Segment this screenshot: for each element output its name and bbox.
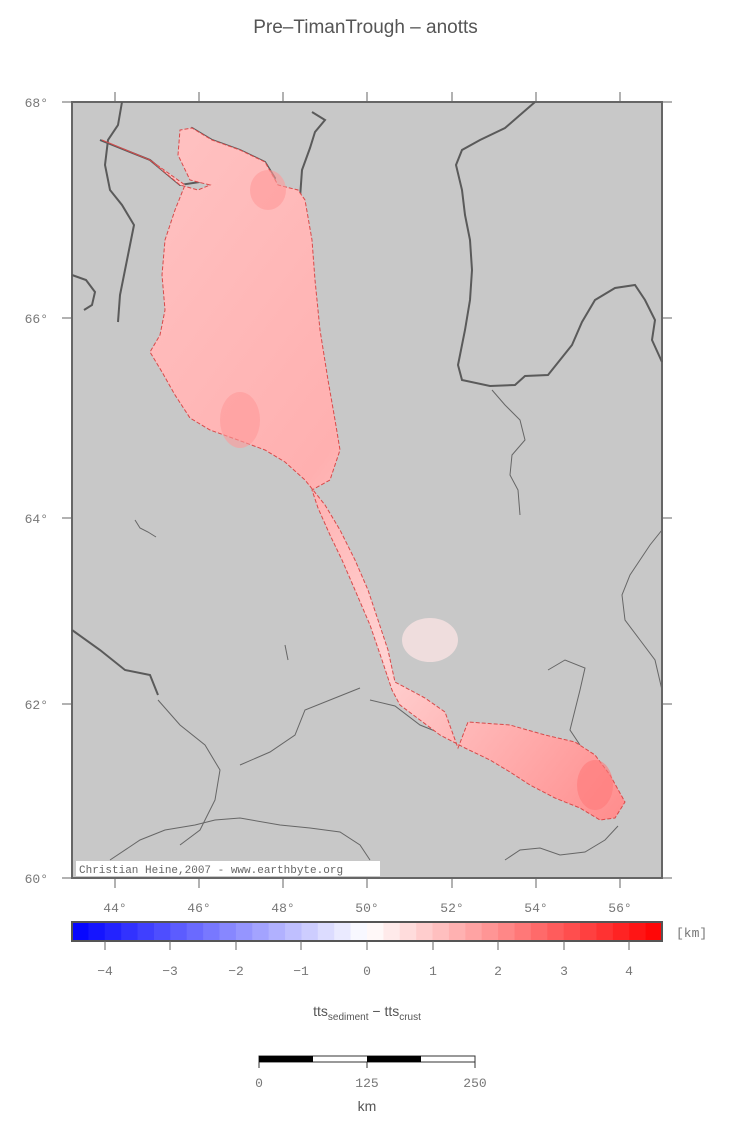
colorbar-label: ttssediment − ttscrust [313, 1003, 421, 1023]
map-title: Pre–TimanTrough – anotts [253, 17, 478, 38]
lon-label: 56° [608, 901, 631, 916]
colorbar-tick-label: 0 [363, 964, 371, 979]
colorbar-cell [317, 922, 335, 941]
colorbar-cell [383, 922, 401, 941]
lon-label: 46° [187, 901, 210, 916]
frame-ticks [62, 92, 672, 888]
colorbar-cell [481, 922, 499, 941]
colorbar-tick-label: −4 [97, 964, 113, 979]
colorbar-cell [203, 922, 220, 941]
colorbar-tick-label: −1 [293, 964, 309, 979]
colorbar-tick-label: −2 [228, 964, 244, 979]
colorbar-cell [301, 922, 319, 941]
colorbar-unit: [km] [676, 926, 707, 941]
colorbar-cell [498, 922, 515, 941]
lon-label: 54° [524, 901, 547, 916]
colorbar-cell [612, 922, 630, 941]
lat-label: 66° [25, 312, 48, 327]
colorbar-cell [580, 922, 597, 941]
colorbar-cell [514, 922, 532, 941]
colorbar-cell [121, 922, 139, 941]
colorbar-cell [170, 922, 188, 941]
colorbar-cell [153, 922, 171, 941]
colorbar-cell [350, 922, 368, 941]
colorbar-cell [334, 922, 352, 941]
colorbar-cell [285, 922, 302, 941]
colorbar-cell [432, 922, 450, 941]
lon-label: 52° [440, 901, 463, 916]
colorbar-cell [596, 922, 614, 941]
lon-label: 44° [103, 901, 126, 916]
colorbar-tick-label: 4 [625, 964, 633, 979]
colorbar-cell [186, 922, 204, 941]
scale-tick-label: 0 [255, 1076, 263, 1091]
colorbar-cell [104, 922, 122, 941]
scale-unit: km [358, 1098, 377, 1114]
colorbar-cell [268, 922, 286, 941]
colorbar-cell [72, 922, 89, 941]
lon-label: 48° [271, 901, 294, 916]
colorbar-tick-label: 2 [494, 964, 502, 979]
lat-label: 60° [25, 872, 48, 887]
colorbar-cell [137, 922, 155, 941]
colorbar-tick-label: 1 [429, 964, 437, 979]
colorbar-cell [416, 922, 434, 941]
colorbar-cell [88, 922, 106, 941]
trough-shading [220, 170, 613, 810]
colorbar-cell [530, 922, 548, 941]
colorbar-tick-label: 3 [560, 964, 568, 979]
colorbar-cell [645, 922, 663, 941]
credit-text: Christian Heine,2007 - www.earthbyte.org [79, 865, 343, 877]
lat-label: 64° [25, 512, 48, 527]
lon-label: 50° [355, 901, 378, 916]
credit-box [76, 861, 380, 876]
colorbar-cell [547, 922, 565, 941]
lat-label: 62° [25, 698, 48, 713]
scale-tick-label: 125 [355, 1076, 378, 1091]
scale-bar [258, 1055, 476, 1068]
scale-tick-label: 250 [463, 1076, 486, 1091]
colorbar-ticks [104, 941, 630, 950]
colorbar-cell [252, 922, 270, 941]
colorbar-cell [465, 922, 483, 941]
colorbar-cell [448, 922, 466, 941]
colorbar-cell [629, 922, 647, 941]
river-lines [109, 389, 663, 861]
colorbar-tick-label: −3 [162, 964, 178, 979]
colorbar-cell [399, 922, 417, 941]
colorbar-cell [367, 922, 384, 941]
colorbar-cell [219, 922, 237, 941]
lat-label: 68° [25, 96, 48, 111]
colorbar-cell [235, 922, 253, 941]
colorbar [72, 922, 663, 941]
colorbar-cell [563, 922, 581, 941]
